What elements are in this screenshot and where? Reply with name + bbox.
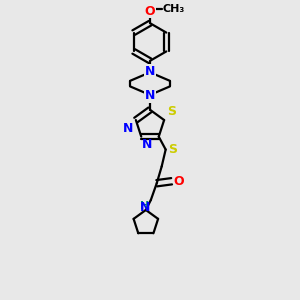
Text: N: N [140,201,150,214]
Text: N: N [145,89,155,102]
Text: H: H [140,201,149,211]
Text: N: N [122,122,133,135]
Text: CH₃: CH₃ [163,4,185,14]
Text: S: S [168,143,177,156]
Text: O: O [173,175,184,188]
Text: S: S [167,106,176,118]
Text: O: O [145,5,155,18]
Text: N: N [142,138,153,151]
Text: N: N [145,65,155,78]
